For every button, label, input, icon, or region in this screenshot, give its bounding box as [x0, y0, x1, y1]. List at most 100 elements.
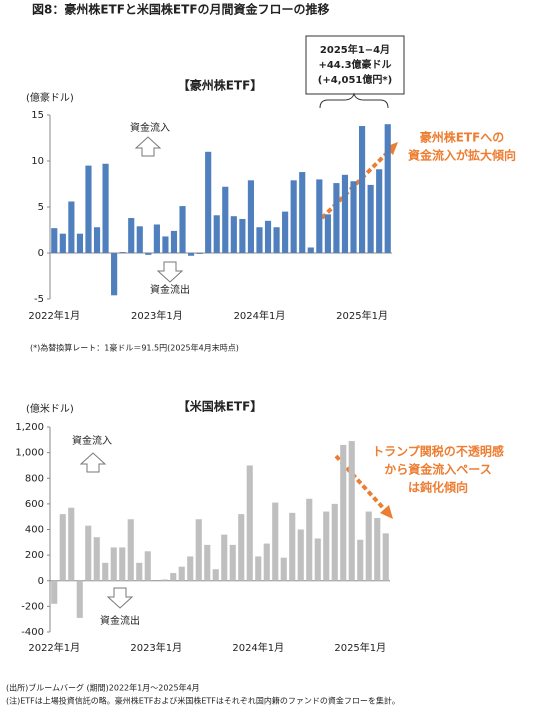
bar	[222, 186, 229, 253]
bar	[314, 538, 321, 581]
bar	[229, 544, 236, 581]
bar	[247, 180, 255, 253]
bar	[127, 519, 134, 581]
bar	[153, 224, 160, 253]
y-tick-label: 0	[38, 576, 44, 587]
bar	[382, 533, 389, 581]
y-tick-label: 1,000	[15, 448, 44, 459]
bar	[221, 534, 228, 581]
bar	[376, 169, 383, 253]
bar	[76, 580, 83, 618]
trend-note: 資金流入が拡大傾向	[408, 148, 516, 163]
bar	[196, 253, 203, 254]
bar	[331, 503, 338, 581]
bar	[68, 201, 75, 253]
y-tick-label: 400	[25, 525, 44, 536]
bar	[76, 233, 84, 253]
x-tick-label: 2025年1月	[334, 641, 386, 654]
bar	[145, 253, 152, 255]
annotation: 資金流入	[130, 121, 170, 134]
bar	[178, 566, 185, 581]
chart-title: 【米国株ETF】	[178, 399, 263, 414]
annotation: 資金流入	[72, 434, 112, 447]
bar	[128, 218, 135, 253]
callout-box	[305, 35, 405, 95]
bar	[204, 544, 211, 581]
bar	[297, 529, 304, 581]
bar	[357, 539, 364, 581]
y-label: (億豪ドル)	[26, 91, 74, 104]
bar	[111, 253, 118, 296]
x-tick-label: 2023年1月	[131, 309, 183, 322]
bar	[255, 556, 262, 581]
y-tick-label: 600	[25, 499, 44, 510]
bar	[93, 227, 101, 253]
footnote: (出所)ブルームバーグ (期間)2022年1月～2025年4月	[6, 683, 200, 693]
y-tick-label: 1,200	[15, 422, 44, 433]
bar	[136, 562, 143, 581]
arrow	[156, 261, 184, 283]
trend-note: は鈍化傾向	[408, 480, 468, 495]
bar	[264, 220, 272, 253]
bar	[289, 512, 296, 581]
bar	[299, 172, 306, 253]
y-label: (億米ドル)	[26, 402, 74, 415]
y-tick-label: -5	[34, 294, 44, 305]
bar	[365, 511, 372, 581]
y-tick-label: -400	[21, 627, 44, 638]
bar	[68, 507, 75, 581]
y-tick-label: 10	[31, 156, 44, 167]
bar	[179, 206, 186, 253]
bar	[341, 174, 349, 253]
bar	[51, 228, 58, 253]
bar	[307, 247, 314, 253]
trend-note: トランプ関税の不透明感	[372, 444, 504, 459]
y-tick-label: 5	[38, 202, 44, 213]
bar	[230, 216, 237, 253]
bar	[51, 580, 58, 604]
bar	[187, 253, 195, 256]
bar	[110, 547, 117, 581]
callout: 2025年1−4月	[320, 43, 390, 56]
bar	[272, 502, 279, 581]
bar	[205, 151, 212, 253]
bar	[340, 444, 347, 581]
bar	[170, 230, 178, 253]
bar	[290, 180, 297, 253]
note: (*)為替換算レート：1豪ドル＝91.5円(2025年4月末時点)	[30, 343, 239, 353]
bar	[263, 543, 270, 581]
bar	[195, 519, 202, 581]
bar	[273, 227, 280, 253]
bar	[333, 183, 340, 253]
bar	[282, 211, 289, 253]
bar	[384, 124, 391, 253]
bar	[348, 441, 355, 581]
callout: +44.3億豪ドル	[318, 58, 391, 71]
y-tick-label: -200	[21, 601, 44, 612]
bar	[358, 126, 366, 253]
bar	[238, 514, 245, 581]
bar	[59, 233, 66, 253]
bar	[280, 557, 287, 581]
bar	[246, 465, 253, 581]
y-tick-label: 200	[25, 550, 44, 561]
bar	[374, 517, 381, 581]
annotation: 資金流出	[150, 283, 190, 296]
bar	[59, 514, 66, 581]
bar	[350, 181, 357, 253]
bar	[119, 252, 126, 253]
bar	[85, 165, 92, 253]
x-tick-label: 2022年1月	[28, 309, 80, 322]
arrow-head	[380, 505, 393, 519]
bar	[161, 579, 168, 581]
x-tick-label: 2022年1月	[28, 641, 80, 654]
arrow	[106, 587, 134, 609]
annotation: 資金流出	[100, 614, 140, 627]
bar	[102, 562, 109, 581]
x-tick-label: 2025年1月	[336, 309, 388, 322]
page-title: 図8：豪州株ETFと米国株ETFの月間資金フローの推移	[32, 2, 330, 17]
x-tick-label: 2024年1月	[232, 641, 284, 654]
bar	[136, 226, 143, 253]
bar	[119, 547, 126, 581]
